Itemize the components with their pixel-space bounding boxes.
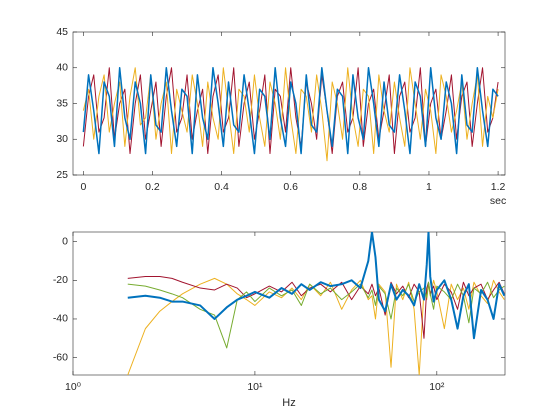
y-tick-label: 25 <box>56 169 68 181</box>
y-tick-label: -40 <box>53 313 68 325</box>
x-tick-label: 0.6 <box>283 181 298 193</box>
data-line <box>82 67 499 155</box>
axis-box <box>72 231 506 376</box>
y-tick-label: 40 <box>56 62 68 74</box>
y-tick-label: -60 <box>53 351 68 363</box>
y-tick-label: 45 <box>56 26 68 38</box>
y-tick-label: 0 <box>62 235 68 247</box>
y-tick-label: -20 <box>53 274 68 286</box>
x-tick-label: 10² <box>429 381 445 393</box>
x-tick-label: 0.8 <box>353 181 368 193</box>
x-axis-label: Hz <box>282 397 295 409</box>
x-axis-label: sec <box>490 195 506 207</box>
x-tick-label: 10⁰ <box>65 381 82 393</box>
y-tick-label: 30 <box>56 133 68 145</box>
x-tick-label: 0.2 <box>145 181 160 193</box>
x-tick-label: 1.2 <box>491 181 506 193</box>
x-tick-label: 10¹ <box>247 381 263 393</box>
x-tick-label: 0.4 <box>214 181 229 193</box>
axes: 0 0.2 0.4 0.6 0.8 1 1.2 25 30 35 40 45 sec <box>56 26 506 207</box>
data-line <box>127 232 505 340</box>
x-tick-label: 0 <box>80 181 86 193</box>
x-tick-label: 1 <box>426 181 432 193</box>
data-line <box>127 277 505 375</box>
axes: 10⁰ 10¹ 10² -60 -40 -20 0 Hz <box>53 231 506 409</box>
y-tick-label: 35 <box>56 97 68 109</box>
